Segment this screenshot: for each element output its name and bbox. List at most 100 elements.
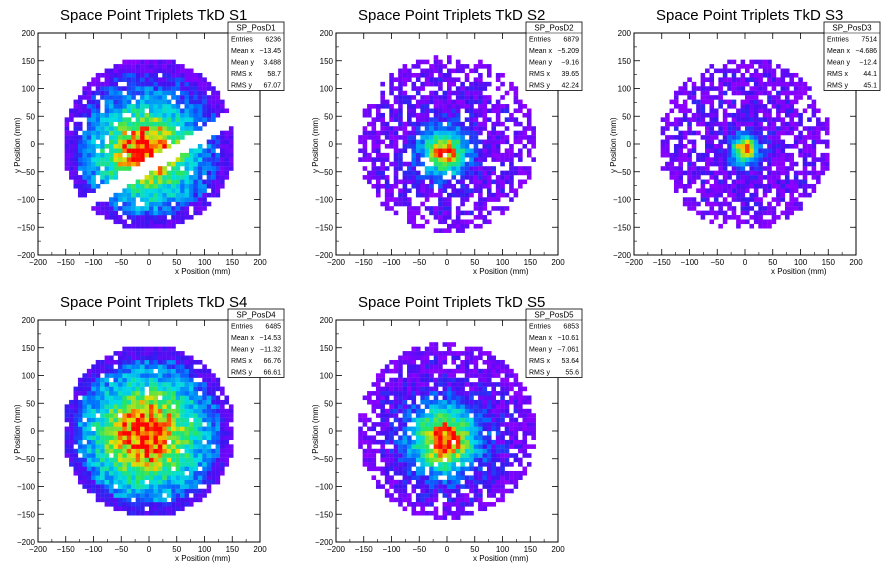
heatmap-bin: [122, 161, 127, 167]
heatmap-bin: [144, 188, 150, 193]
heatmap-bin: [104, 422, 110, 427]
heatmap-bin: [455, 386, 461, 392]
heatmap-bin: [224, 435, 230, 441]
heatmap-bin: [429, 377, 434, 383]
heatmap-bin: [433, 112, 439, 118]
heatmap-bin: [669, 161, 675, 167]
heatmap-bin: [473, 373, 479, 378]
heatmap-bin: [206, 368, 212, 374]
heatmap-bin: [420, 117, 425, 122]
heatmap-bin: [678, 161, 683, 167]
heatmap-bin: [153, 391, 159, 396]
heatmap-bin: [197, 86, 203, 91]
heatmap-bin: [113, 144, 119, 149]
heatmap-bin: [193, 391, 198, 396]
heatmap-bin: [171, 351, 176, 356]
heatmap-bin: [82, 470, 87, 476]
heatmap-bin: [113, 152, 119, 158]
heatmap-bin: [793, 121, 799, 127]
heatmap-bin: [149, 148, 154, 154]
heatmap-bin: [375, 382, 381, 387]
heatmap-bin: [380, 201, 385, 207]
heatmap-bin: [455, 135, 461, 140]
heatmap-bin: [131, 386, 136, 392]
heatmap-bin: [122, 426, 127, 432]
heatmap-bin: [69, 139, 74, 145]
heatmap-bin: [811, 112, 817, 118]
heatmap-bin: [180, 457, 185, 463]
heatmap-bin: [713, 161, 719, 167]
heatmap-bin: [469, 117, 474, 122]
heatmap-bin: [91, 161, 96, 167]
heatmap-bin: [113, 439, 119, 445]
heatmap-bin: [687, 175, 692, 180]
heatmap-bin: [220, 135, 225, 140]
heatmap-bin: [193, 126, 198, 131]
heatmap-bin: [140, 484, 145, 489]
heatmap-bin: [113, 201, 119, 207]
heatmap-bin: [691, 161, 697, 167]
heatmap-bin: [144, 359, 150, 365]
heatmap-bin: [122, 382, 127, 387]
heatmap-bin: [367, 179, 372, 185]
heatmap-bin: [220, 152, 225, 158]
heatmap-bin: [153, 108, 159, 114]
heatmap-bin: [122, 99, 127, 105]
heatmap-bin: [478, 179, 483, 185]
heatmap-bin: [109, 95, 114, 100]
heatmap-bin: [113, 479, 119, 485]
heatmap-bin: [202, 112, 207, 118]
heatmap-bin: [411, 475, 417, 480]
heatmap-bin: [438, 210, 443, 216]
heatmap-bin: [727, 99, 732, 105]
heatmap-bin: [149, 112, 154, 118]
heatmap-bin: [140, 346, 145, 352]
heatmap-bin: [455, 506, 461, 512]
heatmap-bin: [513, 188, 519, 193]
heatmap-bin: [73, 448, 79, 454]
heatmap-bin: [816, 139, 821, 145]
heatmap-bin: [705, 86, 710, 91]
heatmap-bin: [411, 453, 417, 458]
heatmap-bin: [700, 86, 706, 91]
heatmap-bin: [362, 439, 368, 445]
heatmap-bin: [758, 77, 763, 82]
heatmap-bin: [793, 197, 799, 202]
heatmap-bin: [415, 148, 421, 154]
heatmap-bin: [362, 457, 368, 463]
heatmap-bin: [700, 197, 706, 202]
heatmap-bin: [749, 121, 755, 127]
heatmap-bin: [464, 144, 470, 149]
heatmap-bin: [802, 90, 808, 96]
heatmap-bin: [700, 121, 706, 127]
heatmap-bin: [197, 399, 203, 405]
heatmap-bin: [375, 466, 381, 472]
heatmap-bin: [149, 144, 154, 149]
heatmap-bin: [157, 484, 163, 489]
heatmap-bin: [771, 72, 777, 78]
heatmap-bin: [700, 166, 706, 171]
heatmap-bin: [100, 359, 105, 365]
heatmap-bin: [709, 117, 715, 122]
heatmap-bin: [424, 426, 430, 432]
heatmap-bin: [438, 117, 443, 122]
heatmap-bin: [722, 135, 728, 140]
heatmap-bin: [224, 448, 230, 454]
heatmap-bin: [104, 77, 110, 82]
heatmap-bin: [429, 99, 434, 105]
heatmap-bin: [153, 104, 159, 109]
heatmap-bin: [69, 439, 74, 445]
heatmap-bin: [696, 121, 701, 127]
heatmap-bin: [197, 99, 203, 105]
heatmap-bin: [82, 435, 87, 441]
heatmap-bin: [451, 435, 457, 441]
heatmap-bin: [420, 373, 425, 378]
heatmap-bin: [135, 351, 141, 356]
heatmap-bin: [451, 170, 457, 176]
heatmap-bin: [709, 170, 715, 176]
heatmap-bin: [713, 192, 719, 198]
heatmap-bin: [126, 355, 132, 361]
heatmap-bin: [455, 484, 461, 489]
heatmap-bin: [384, 121, 390, 127]
heatmap-bin: [811, 104, 817, 109]
